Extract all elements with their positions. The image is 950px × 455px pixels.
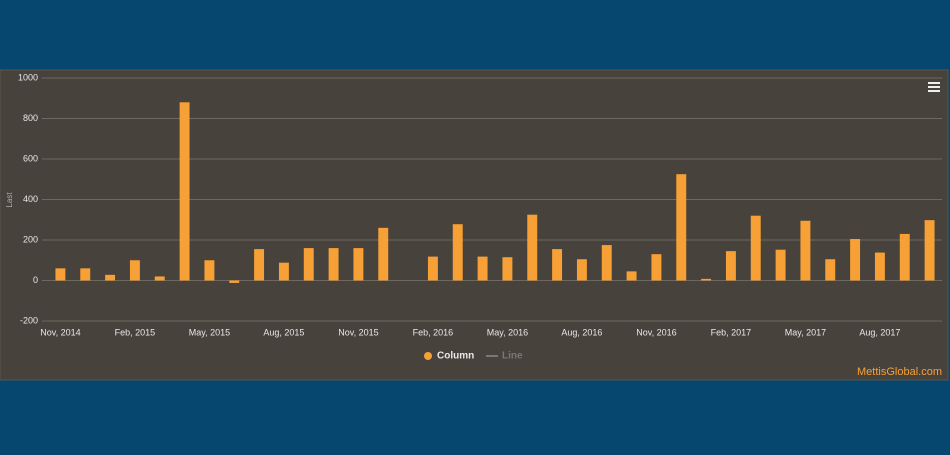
bar (353, 248, 364, 281)
y-tick-label: 1000 (18, 72, 38, 82)
bar (427, 256, 438, 281)
y-tick-label: 400 (23, 194, 38, 204)
x-tick-label: May, 2015 (189, 327, 230, 337)
y-tick-label: 800 (23, 113, 38, 123)
bar (725, 251, 736, 281)
bar (154, 276, 165, 281)
y-tick-label: 0 (33, 275, 38, 285)
legend-label[interactable]: Column (437, 351, 474, 362)
bar (254, 249, 265, 281)
bar (303, 248, 314, 281)
legend-marker[interactable] (424, 352, 432, 360)
x-tick-label: May, 2017 (785, 327, 826, 337)
legend-label[interactable]: Line (502, 351, 523, 362)
bar (502, 257, 513, 281)
bar (105, 274, 116, 281)
bar (800, 220, 811, 281)
bar (701, 278, 712, 281)
bar (55, 268, 66, 281)
bar (825, 259, 836, 281)
y-tick-label: -200 (20, 315, 38, 325)
bar (80, 268, 91, 281)
bar (651, 254, 662, 281)
x-tick-label: Nov, 2016 (636, 327, 676, 337)
x-tick-label: Aug, 2016 (561, 327, 602, 337)
bar (452, 224, 463, 281)
x-tick-label: Feb, 2017 (711, 327, 752, 337)
x-tick-label: Feb, 2015 (115, 327, 156, 337)
bar (874, 252, 885, 281)
x-tick-label: Aug, 2015 (263, 327, 304, 337)
y-tick-label: 200 (23, 234, 38, 244)
x-tick-label: Nov, 2015 (338, 327, 378, 337)
y-tick-label: 600 (23, 153, 38, 163)
bar (477, 256, 488, 281)
menu-button[interactable] (926, 80, 942, 94)
chart-panel (0, 69, 949, 381)
bar (527, 214, 538, 281)
bar (899, 233, 910, 281)
menu-bar (928, 90, 940, 92)
bar (775, 249, 786, 281)
bar (601, 245, 612, 281)
x-tick-label: Feb, 2016 (413, 327, 454, 337)
bar (576, 259, 587, 281)
bar (850, 238, 861, 281)
bar (750, 215, 761, 281)
bar (229, 280, 240, 283)
bar (328, 248, 339, 281)
bar (924, 220, 935, 281)
bar (129, 260, 140, 281)
bar (378, 227, 389, 281)
x-tick-label: May, 2016 (487, 327, 528, 337)
bar (204, 260, 215, 281)
bar (676, 174, 687, 281)
y-axis-label: Last (5, 192, 14, 208)
credit: MettisGlobal.com (857, 366, 942, 378)
menu-bar (928, 86, 940, 88)
bar (552, 249, 563, 281)
bar (179, 102, 190, 281)
bar (278, 262, 289, 281)
x-tick-label: Aug, 2017 (859, 327, 900, 337)
x-tick-label: Nov, 2014 (40, 327, 80, 337)
bar (626, 271, 637, 281)
menu-bar (928, 82, 940, 84)
